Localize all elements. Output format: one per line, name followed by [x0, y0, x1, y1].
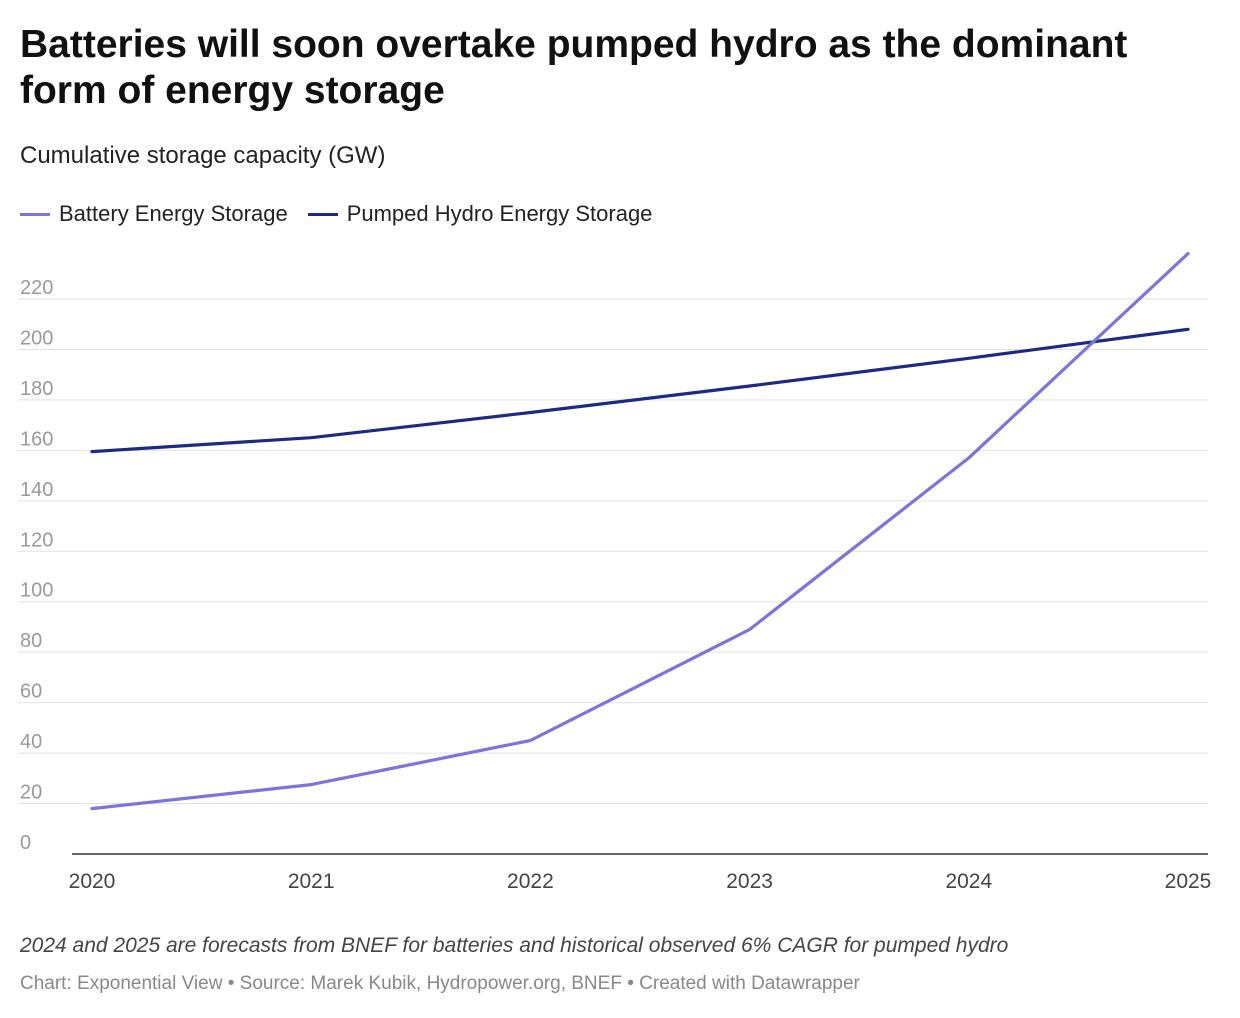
credit-source: Source: Marek Kubik, Hydropower.org, BNE… — [239, 973, 622, 994]
legend-item-pumped-hydro: Pumped Hydro Energy Storage — [307, 201, 653, 227]
y-tick-label-60: 60 — [20, 681, 42, 703]
series-lines — [90, 252, 1190, 811]
x-tick-label-2020: 2020 — [69, 870, 116, 893]
legend-swatch-battery — [20, 212, 50, 216]
chart-subtitle: Cumulative storage capacity (GW) — [20, 142, 386, 169]
x-tick-label-2023: 2023 — [726, 870, 773, 893]
credit-separator-1: • — [222, 973, 240, 994]
x-tick-label-2021: 2021 — [288, 870, 335, 893]
y-axis-ticks: 0 20 40 60 80 100 120 140 160 180 200 220 — [20, 277, 53, 854]
series-line-pumped-hydro — [90, 327, 1190, 454]
y-tick-label-160: 160 — [20, 428, 53, 450]
y-tick-label-220: 220 — [20, 277, 53, 299]
y-tick-label-20: 20 — [20, 782, 42, 804]
x-tick-label-2022: 2022 — [507, 870, 554, 893]
legend-swatch-pumped-hydro — [307, 212, 338, 216]
credit-chart: Chart: Exponential View — [20, 973, 223, 994]
y-tick-label-80: 80 — [20, 630, 42, 652]
x-tick-label-2024: 2024 — [945, 870, 992, 893]
chart-title: Batteries will soon overtake pumped hydr… — [20, 23, 1128, 112]
legend-label-pumped-hydro: Pumped Hydro Energy Storage — [346, 201, 653, 226]
series-line-battery — [90, 252, 1190, 811]
y-tick-label-100: 100 — [20, 580, 53, 602]
legend-label-battery: Battery Energy Storage — [59, 201, 288, 226]
y-tick-label-40: 40 — [20, 731, 42, 753]
y-tick-label-200: 200 — [20, 327, 53, 349]
y-tick-label-0: 0 — [20, 832, 31, 854]
gridlines — [18, 298, 1208, 855]
x-tick-label-2025: 2025 — [1165, 870, 1212, 893]
chart-note: 2024 and 2025 are forecasts from BNEF fo… — [20, 934, 1009, 957]
x-axis-ticks: 2020 2021 2022 2023 2024 2025 — [69, 870, 1212, 893]
credit-created: Created with Datawrapper — [639, 973, 860, 994]
y-tick-label-180: 180 — [20, 378, 53, 400]
credit-separator-2: • — [621, 973, 640, 994]
legend-item-battery: Battery Energy Storage — [20, 201, 288, 227]
y-tick-label-120: 120 — [20, 529, 53, 551]
legend: Battery Energy Storage Pumped Hydro Ener… — [20, 201, 672, 227]
chart-credits: Chart: Exponential View • Source: Marek … — [20, 973, 860, 995]
y-tick-label-140: 140 — [20, 479, 53, 501]
